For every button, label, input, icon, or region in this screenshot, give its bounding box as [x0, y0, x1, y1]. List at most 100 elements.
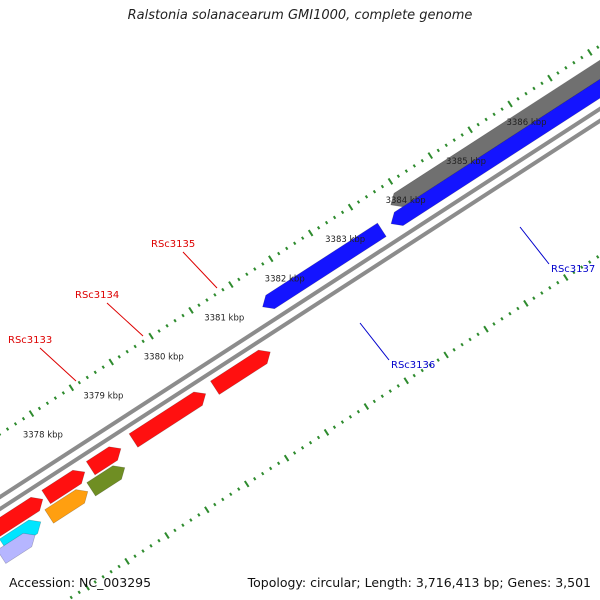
inner-tick [125, 349, 129, 354]
outer-tick [523, 299, 529, 307]
gene-arrow [262, 222, 387, 310]
inner-tick [293, 241, 297, 246]
inner-tick [253, 267, 257, 271]
inner-tick [332, 215, 337, 220]
outer-tick [580, 265, 584, 270]
outer-tick [133, 554, 137, 558]
scale-label: 3378 kbp [23, 431, 63, 441]
gene-label-rsc3135: RSc3135 [151, 239, 195, 250]
outer-tick [109, 569, 113, 574]
inner-tick [13, 422, 18, 426]
outer-tick [77, 590, 81, 595]
inner-tick [141, 339, 145, 344]
inner-tick [484, 117, 488, 122]
outer-tick [229, 492, 233, 497]
inner-tick [444, 143, 448, 148]
outer-tick [396, 384, 400, 388]
outer-tick [69, 595, 73, 600]
outer-tick [596, 255, 600, 259]
outer-tick [149, 544, 153, 548]
inner-tick [532, 86, 536, 91]
inner-tick [340, 210, 345, 215]
outer-tick [340, 420, 345, 424]
outer-tick [483, 325, 489, 333]
outer-tick [164, 532, 170, 540]
gene-arrow [128, 391, 207, 448]
outer-tick [508, 311, 512, 316]
gene-label-leader [106, 302, 144, 337]
gene-arrow [44, 489, 89, 524]
scale-label: 3381 kbp [204, 313, 244, 323]
inner-tick [285, 246, 289, 251]
inner-tick [347, 203, 354, 211]
outer-tick [556, 280, 560, 285]
inner-tick [45, 401, 50, 406]
outer-tick [388, 389, 392, 393]
outer-tick [173, 528, 177, 533]
inner-tick [372, 189, 377, 194]
backbone-rail-outer [0, 118, 600, 512]
inner-tick [197, 303, 201, 308]
outer-tick [380, 394, 384, 399]
inner-tick [108, 358, 114, 366]
outer-tick [348, 415, 353, 419]
gene-features [0, 59, 600, 564]
inner-tick [261, 262, 265, 266]
inner-tick [37, 406, 42, 411]
gene-label-rsc3137: RSc3137 [551, 264, 595, 275]
outer-tick [516, 306, 520, 311]
gene-labels: RSc3133 RSc3134 RSc3135 RSc3136 RSc3137 [8, 226, 595, 382]
outer-tick [403, 377, 409, 385]
inner-tick [516, 96, 520, 101]
inner-tick [556, 71, 560, 75]
inner-tick [507, 100, 513, 108]
genome-backbone [0, 106, 600, 512]
outer-tick [101, 575, 105, 579]
outer-tick [283, 454, 290, 462]
gene-arrow [210, 349, 271, 395]
inner-tick [596, 45, 600, 50]
outer-tick [532, 296, 536, 300]
inner-tick [387, 177, 394, 185]
gene-arrow [41, 469, 86, 505]
inner-tick [324, 220, 329, 225]
inner-tick [380, 184, 385, 189]
inner-tick [68, 384, 75, 392]
inner-tick [77, 380, 81, 385]
scale-label: 3380 kbp [144, 352, 184, 362]
inner-tick [148, 332, 154, 340]
outer-tick [428, 363, 432, 368]
gene-label-leader [359, 322, 390, 361]
outer-tick [363, 403, 370, 411]
outer-tick [181, 523, 185, 528]
outer-tick [468, 337, 472, 342]
gene-arrow [0, 532, 36, 564]
outer-tick [197, 513, 201, 517]
inner-tick [404, 169, 409, 173]
inner-tick [307, 229, 314, 237]
outer-tick [261, 471, 265, 476]
scale-label: 3382 kbp [265, 274, 305, 284]
accession-text: Accession: NC_003295 [9, 575, 152, 590]
inner-tick [117, 355, 121, 359]
gene-arrow [390, 59, 600, 208]
gene-arrow [85, 446, 122, 476]
inner-tick [5, 427, 10, 431]
inner-tick [436, 148, 440, 153]
inner-tick [547, 74, 553, 82]
inner-tick [165, 324, 169, 328]
outer-tick [412, 373, 416, 378]
outer-tick [84, 583, 90, 591]
inner-tick [420, 158, 424, 163]
gene-arrow [0, 496, 44, 537]
inner-tick-ring [0, 45, 600, 436]
outer-tick [572, 270, 576, 275]
outer-tick [563, 274, 569, 282]
scale-label: 3384 kbp [386, 196, 426, 206]
outer-tick [300, 446, 305, 450]
outer-tick [204, 506, 210, 514]
outer-tick [124, 557, 130, 565]
backbone-rail-inner [0, 106, 600, 500]
outer-tick [420, 368, 424, 373]
